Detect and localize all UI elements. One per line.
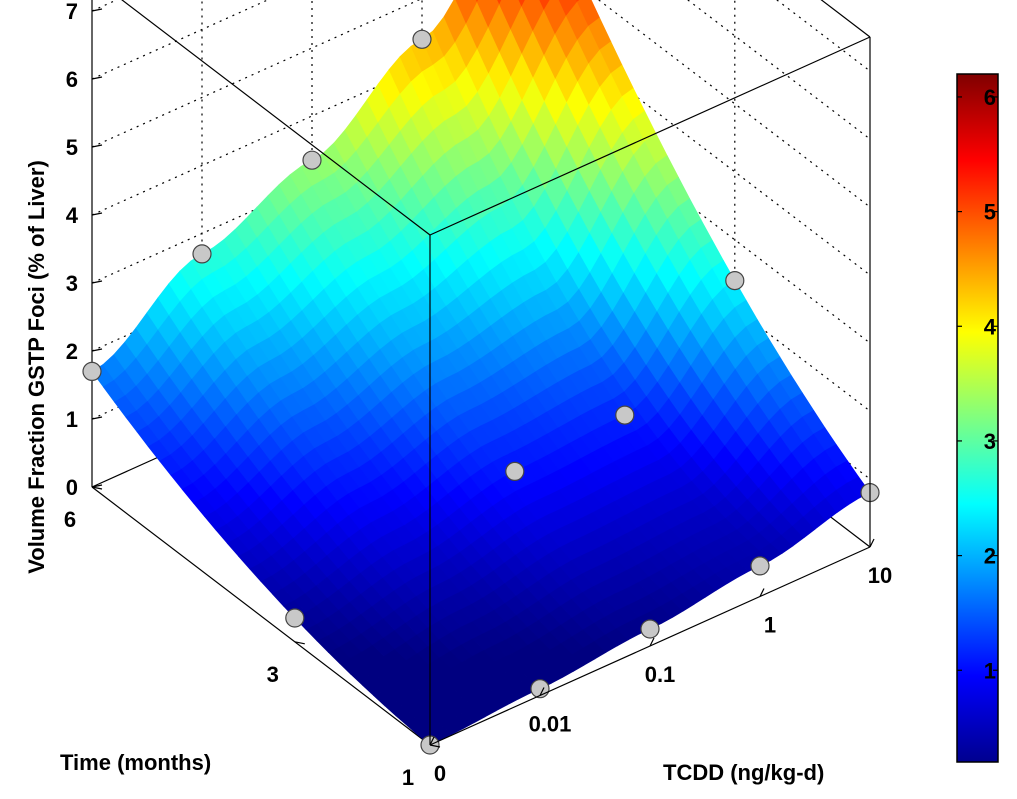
colorbar-tick-label: 6 — [984, 85, 996, 110]
x-tick-label: 1 — [764, 613, 776, 638]
z-tick-mark — [91, 484, 103, 488]
z-tick-mark — [91, 76, 103, 80]
colorbar-tick-label: 3 — [984, 429, 996, 454]
box-edge-front-top — [429, 36, 871, 236]
y-tick-mark — [429, 744, 441, 748]
fitted-surface — [91, 0, 871, 746]
box-edge-front-left-top — [121, 0, 431, 236]
data-point — [725, 271, 745, 291]
x-tick-mark — [539, 687, 545, 696]
colorbar-tick-label: 2 — [984, 544, 996, 569]
y-tick-label: 1 — [402, 765, 414, 790]
z-tick-mark — [91, 348, 103, 352]
y-tick-mark — [91, 486, 103, 490]
z-tick-label: 1 — [66, 407, 78, 432]
z-tick-label: 3 — [66, 271, 78, 296]
y-tick-label: 3 — [267, 662, 279, 687]
z-tick-mark — [91, 416, 103, 420]
z-tick-label: 7 — [66, 0, 78, 24]
z-tick-mark — [91, 212, 103, 216]
x-axis-label: TCDD (ng/kg-d) — [663, 760, 824, 785]
data-point — [505, 461, 525, 481]
y-tick-label: 6 — [64, 507, 76, 532]
x-tick-label: 0.01 — [529, 712, 572, 737]
x-tick-label: 10 — [868, 563, 892, 588]
y-axis-label: Time (months) — [60, 750, 211, 775]
x-tick-mark — [649, 637, 655, 647]
x-tick-mark — [869, 538, 875, 548]
data-point — [640, 619, 660, 639]
x-tick-mark — [429, 736, 435, 746]
data-point — [302, 150, 322, 170]
data-point — [285, 608, 305, 628]
y-tick-mark — [294, 641, 305, 645]
x-tick-mark — [759, 588, 765, 597]
x-tick-label: 0.1 — [645, 662, 676, 687]
z-tick-label: 5 — [66, 135, 78, 160]
z-tick-label: 2 — [66, 339, 78, 364]
box-edge-left-bottom — [91, 486, 431, 746]
z-tick-mark — [91, 8, 103, 12]
z-tick-label: 4 — [66, 203, 79, 228]
surface-facet — [497, 0, 502, 6]
x-tick-label: 0 — [434, 761, 446, 786]
colorbar-tick-label: 4 — [984, 314, 997, 339]
colorbar-gradient — [956, 73, 999, 763]
surface-facet — [539, 0, 551, 11]
colorbar-tick-label: 1 — [984, 658, 996, 683]
colorbar-tick-label: 5 — [984, 200, 996, 225]
data-point — [750, 556, 770, 576]
z-axis-label: Volume Fraction GSTP Foci (% of Liver) — [24, 160, 49, 574]
colorbar: 1 2 3 4 5 6 — [956, 73, 999, 763]
data-point — [82, 361, 102, 381]
z-tick-label: 0 — [66, 475, 78, 500]
data-point — [192, 244, 212, 264]
surface-facet — [518, 0, 526, 8]
data-point — [615, 405, 635, 425]
z-tick-mark — [91, 144, 103, 148]
data-point — [412, 29, 432, 49]
z-tick-mark — [91, 280, 103, 284]
z-tick-label: 6 — [66, 67, 78, 92]
